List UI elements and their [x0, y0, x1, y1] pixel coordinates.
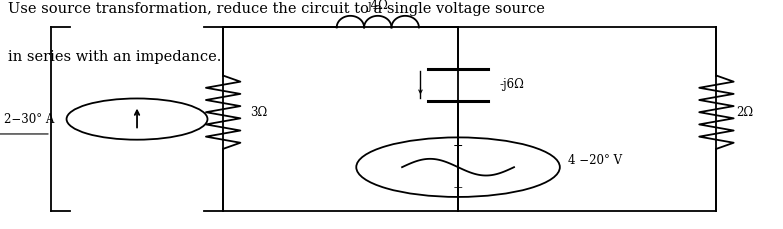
Text: Use source transformation, reduce the circuit to a single voltage source: Use source transformation, reduce the ci…: [8, 2, 545, 16]
Text: -j6Ω: -j6Ω: [500, 78, 525, 91]
Text: −: −: [453, 140, 464, 153]
Text: 2Ω: 2Ω: [736, 106, 753, 119]
Text: 4 −20° V: 4 −20° V: [568, 154, 622, 167]
Text: +: +: [453, 182, 464, 195]
Text: 2−30° A: 2−30° A: [5, 113, 55, 125]
Text: 3Ω: 3Ω: [251, 106, 268, 119]
Text: j4Ω: j4Ω: [367, 0, 388, 12]
Text: in series with an impedance.: in series with an impedance.: [8, 50, 222, 64]
